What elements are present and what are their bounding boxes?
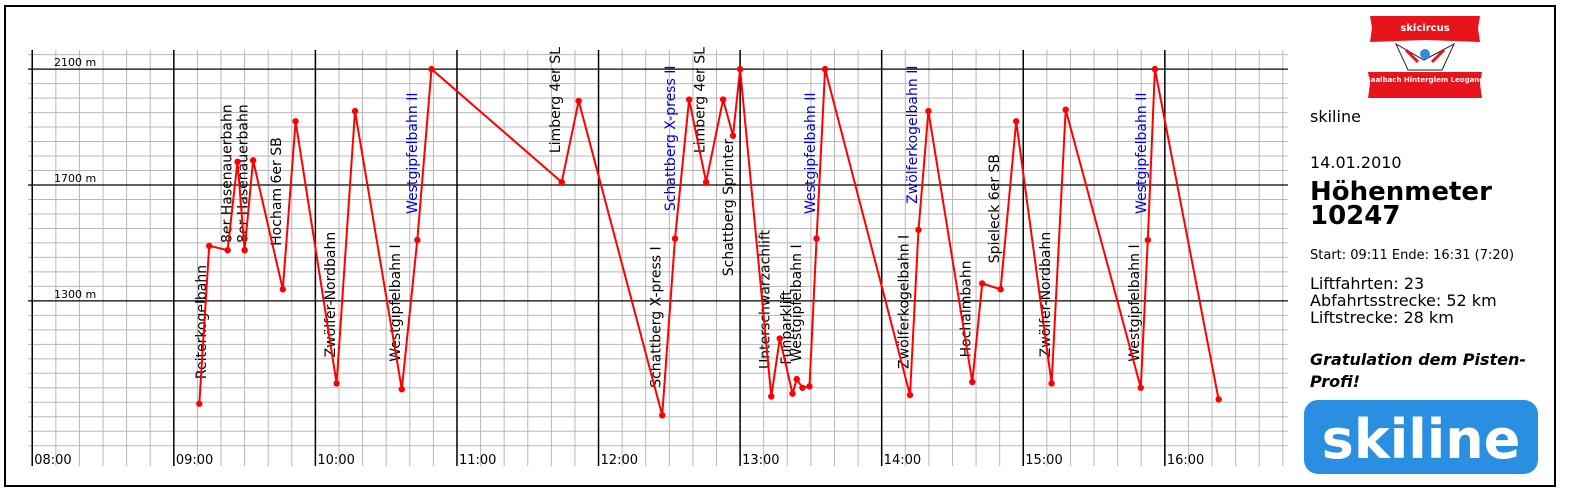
date-label: 14.01.2010 <box>1310 153 1402 172</box>
y-tick-label: 1300 m <box>54 288 96 301</box>
lift-label: Unterschwarzachlift <box>758 229 774 369</box>
altitude-point <box>776 335 783 342</box>
altitude-point <box>428 65 435 73</box>
altitude-point <box>398 386 405 393</box>
altitude-point <box>333 380 340 387</box>
altitude-point <box>821 65 829 73</box>
altitude-point <box>241 246 248 254</box>
x-tick-label: 13:00 <box>742 453 779 468</box>
altitude-point <box>1151 65 1159 73</box>
altitude-point <box>729 132 737 139</box>
altitude-point <box>1215 396 1222 403</box>
downhill-distance-stat: Abfahrtsstrecke: 52 km <box>1310 291 1497 310</box>
logo-big-text: skiline <box>1322 408 1521 471</box>
altitude-point <box>1144 236 1152 244</box>
lift-label: 8er Hasenauerbahn <box>235 104 251 243</box>
chart-frame <box>4 5 1556 487</box>
skiline-logo: skiline <box>1304 400 1538 474</box>
x-tick-label: 15:00 <box>1025 453 1062 468</box>
timespan-label: Start: 09:11 Ende: 16:31 (7:20) <box>1310 248 1515 263</box>
lift-label: Westgipfelbahn II <box>1134 93 1150 214</box>
lift-label: Hochalmbahn <box>959 260 975 357</box>
x-tick-label: 09:00 <box>176 453 213 468</box>
altitude-point <box>813 235 820 242</box>
altitude-point <box>249 157 257 164</box>
altitude-point <box>292 118 299 125</box>
chart-grid <box>28 50 1288 466</box>
altitude-point <box>702 178 710 186</box>
lift-label: 8er Hasenauerbahn <box>220 104 236 243</box>
altitude-point <box>196 400 203 407</box>
altitude-point <box>1137 384 1144 391</box>
altitude-point <box>351 107 359 115</box>
altitude-point <box>558 178 565 186</box>
altitude-point <box>659 412 666 419</box>
altitude-point <box>671 235 679 242</box>
altitude-point <box>793 375 800 383</box>
altitude-point <box>279 286 287 293</box>
chart-axes: 08:00 09:00 10:00 11:00 12:00 13:00 14:00 15:00… <box>28 50 1288 468</box>
lift-label: Spieleck 6er SB <box>987 154 1003 263</box>
skicircus-logo: skicircus Saalbach Hinterglem Leogang <box>1366 16 1484 98</box>
altitude-point <box>925 107 932 115</box>
altitude-point <box>685 96 693 103</box>
lift-distance-stat: Liftstrecke: 28 km <box>1310 308 1454 327</box>
x-tick-label: 11:00 <box>459 453 496 468</box>
altitude-point <box>906 391 914 399</box>
lift-label: Westgipfelbahn I <box>789 244 805 361</box>
altitude-point <box>206 242 213 250</box>
altitude-point <box>969 378 976 386</box>
altitude-point <box>1012 118 1020 125</box>
lift-label: Westgipfelbahn I <box>388 244 404 361</box>
x-tick-label: 16:00 <box>1167 453 1204 468</box>
altitude-point <box>789 390 796 397</box>
altitude-point <box>224 246 231 254</box>
altitude-point <box>806 383 813 390</box>
altitude-line <box>198 67 1220 416</box>
logo-small-bottom: Saalbach Hinterglem Leogang <box>1366 76 1484 84</box>
lift-label: Zwölfer-Nordbahn <box>1038 232 1054 358</box>
lift-label: Hocham 6er SB <box>269 137 285 246</box>
altitude-series <box>196 65 1222 419</box>
altitude-point <box>736 65 744 73</box>
lift-label: Zwölferkogelbahn I <box>896 235 912 369</box>
metric-value: 10247 <box>1310 201 1401 231</box>
lift-label: Westgipfelbahn I <box>1127 244 1143 361</box>
logo-small-top: skicircus <box>1400 23 1449 34</box>
lift-label: Schattberg X-press I <box>649 246 665 387</box>
y-tick-label: 2100 m <box>54 56 96 69</box>
altitude-point <box>1048 380 1055 387</box>
x-tick-label: 12:00 <box>601 453 638 468</box>
x-tick-label: 08:00 <box>34 453 71 468</box>
brand-label: skiline <box>1310 107 1361 126</box>
altitude-point <box>799 384 806 391</box>
lift-rides-stat: Liftfahrten: 23 <box>1310 274 1425 293</box>
altitude-point <box>719 96 727 103</box>
x-tick-label: 14:00 <box>884 453 921 468</box>
lift-label: Schattberg X-press II <box>663 66 679 212</box>
lift-label: Zwölferkogelbahn II <box>905 66 921 204</box>
altitude-point <box>234 158 241 166</box>
lift-label: Westgipfelbahn II <box>803 93 819 214</box>
congratulation-text: Gratulation dem Pisten-Profi! <box>1310 350 1527 391</box>
altitude-point <box>414 236 421 244</box>
lift-label: Zwölfer-Nordbahn <box>323 232 339 358</box>
altitude-point <box>768 393 775 400</box>
altitude-point <box>1062 106 1069 113</box>
lift-label: Funparklift <box>779 290 795 365</box>
altitude-point <box>915 226 922 234</box>
lift-label: Limberg 4er SL <box>548 47 564 153</box>
metric-label: Höhenmeter <box>1310 177 1492 207</box>
lift-label: Westgipfelbahn II <box>405 93 421 214</box>
lift-label: Limberg 4er SL <box>693 47 709 153</box>
altitude-point <box>575 97 582 105</box>
altitude-point <box>979 280 986 287</box>
x-tick-label: 10:00 <box>317 453 354 468</box>
lift-label: Schattberg Sprinter <box>721 138 737 276</box>
y-tick-label: 1700 m <box>54 172 96 185</box>
altitude-point <box>997 286 1004 293</box>
